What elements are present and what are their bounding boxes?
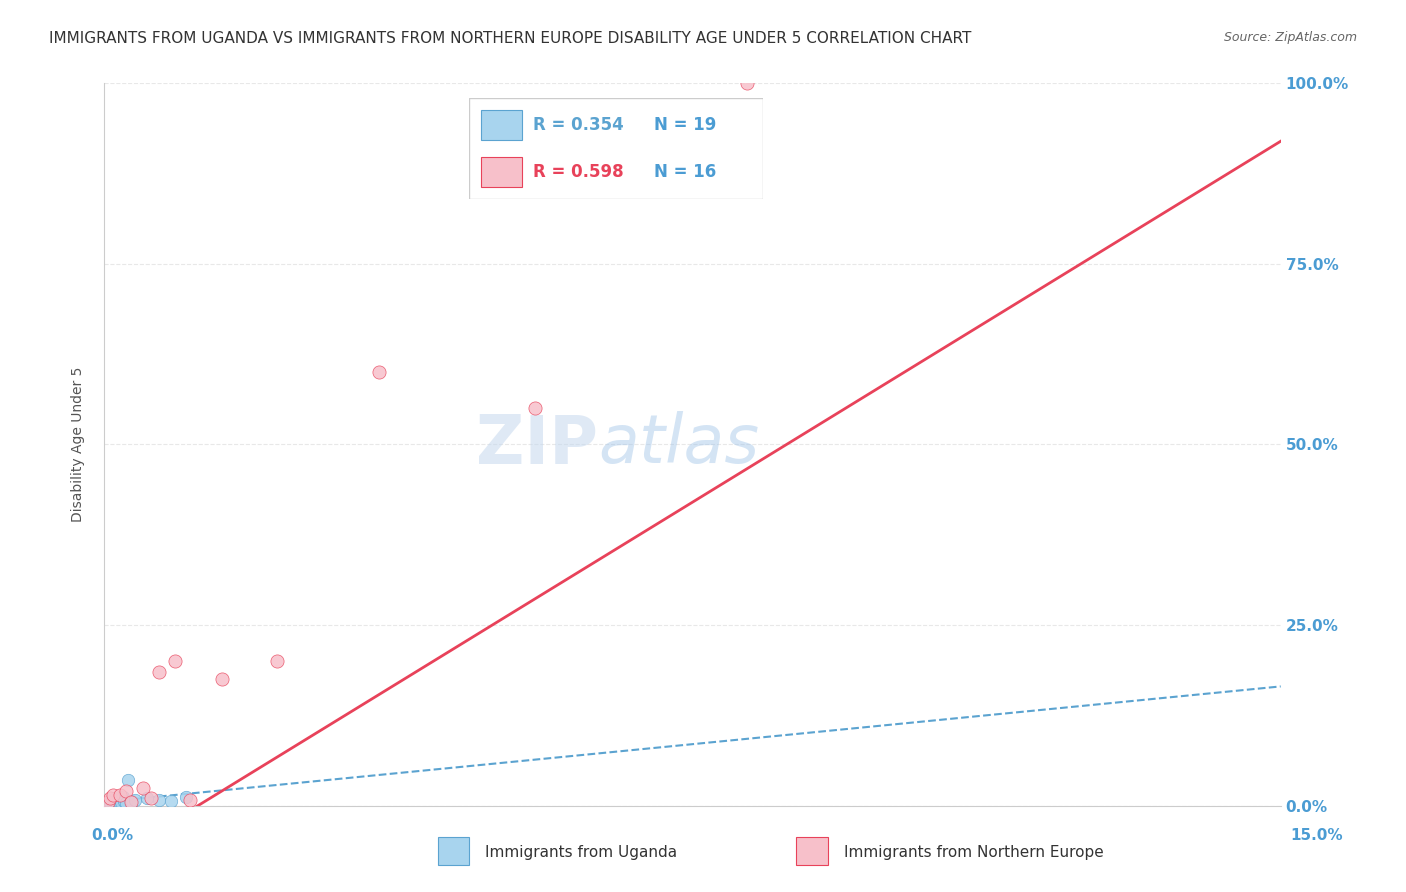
Y-axis label: Disability Age Under 5: Disability Age Under 5 <box>72 367 86 522</box>
FancyBboxPatch shape <box>437 838 470 865</box>
Point <box>367 365 389 379</box>
Text: 0.0%: 0.0% <box>91 828 134 843</box>
Point <box>211 672 233 686</box>
Text: IMMIGRANTS FROM UGANDA VS IMMIGRANTS FROM NORTHERN EUROPE DISABILITY AGE UNDER 5: IMMIGRANTS FROM UGANDA VS IMMIGRANTS FRO… <box>49 31 972 46</box>
Point <box>124 793 146 807</box>
Point <box>98 791 121 805</box>
Text: ZIP: ZIP <box>477 411 598 477</box>
Point <box>148 793 170 807</box>
Text: Immigrants from Uganda: Immigrants from Uganda <box>485 846 678 860</box>
Point <box>110 795 132 809</box>
Point <box>176 789 198 804</box>
Point <box>115 784 138 798</box>
Point <box>120 795 142 809</box>
Point <box>101 793 124 807</box>
Point <box>163 654 186 668</box>
Point <box>524 401 547 416</box>
Point <box>179 793 201 807</box>
Point <box>103 796 125 810</box>
Point <box>97 795 120 809</box>
Point <box>115 796 138 810</box>
Point <box>136 791 159 805</box>
Point <box>159 793 181 807</box>
Point <box>108 788 131 802</box>
Point <box>139 791 162 805</box>
Point <box>104 791 127 805</box>
Point <box>112 793 135 807</box>
Point <box>735 77 758 91</box>
Point <box>98 795 121 809</box>
FancyBboxPatch shape <box>796 838 828 865</box>
Text: Immigrants from Northern Europe: Immigrants from Northern Europe <box>844 846 1104 860</box>
Point <box>132 780 155 795</box>
Text: Source: ZipAtlas.com: Source: ZipAtlas.com <box>1223 31 1357 45</box>
Point <box>111 789 134 804</box>
Point <box>97 797 120 811</box>
Point <box>107 794 129 808</box>
Point <box>105 797 128 811</box>
Point <box>103 788 125 802</box>
Point <box>148 665 170 679</box>
Point <box>120 794 142 808</box>
Point <box>108 792 131 806</box>
Point <box>117 773 139 788</box>
Text: 15.0%: 15.0% <box>1291 828 1343 843</box>
Point <box>266 654 288 668</box>
Text: atlas: atlas <box>598 411 759 477</box>
